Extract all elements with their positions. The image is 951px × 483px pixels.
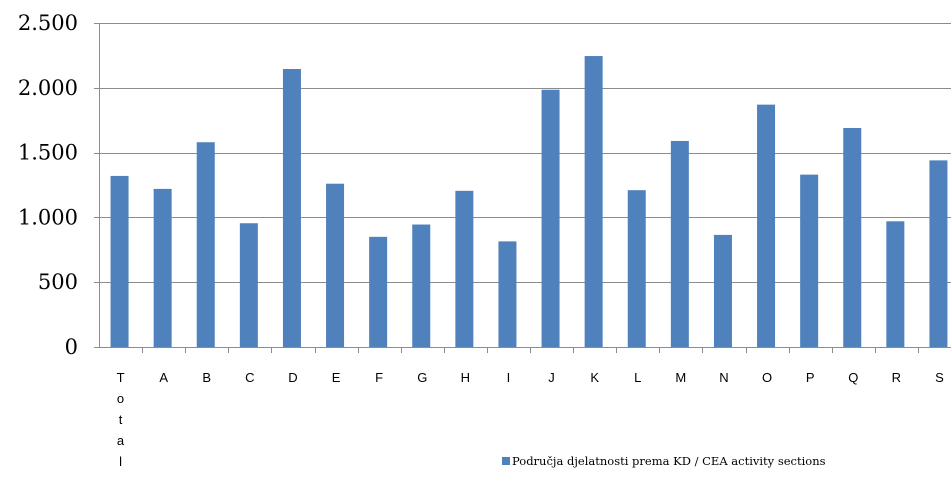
legend-label: Područja djelatnosti prema KD / CEA acti… [512, 454, 826, 468]
x-tick-label: I [507, 370, 511, 385]
bar-k [584, 56, 603, 347]
bar-m [670, 140, 689, 347]
y-tick-label: 1.500 [18, 141, 78, 165]
x-tick-label: M [675, 370, 686, 385]
x-tick-label: K [590, 370, 599, 385]
x-tick-label: J [548, 370, 555, 385]
bar-b [196, 142, 215, 347]
x-tick-label: F [375, 370, 383, 385]
x-tick-label: L [634, 370, 641, 385]
x-tick-label: R [892, 370, 901, 385]
bar-a [153, 188, 172, 347]
bar-c [239, 223, 258, 347]
x-tick-label: D [288, 370, 297, 385]
gridlines [99, 23, 951, 283]
x-tick-label: N [719, 370, 728, 385]
x-tick-label: A [159, 370, 168, 385]
x-tick-label: B [202, 370, 211, 385]
x-tick-label: E [332, 370, 341, 385]
y-tick-label: 0 [65, 335, 78, 359]
y-tick-label: 2.500 [18, 11, 78, 35]
bar-e [326, 183, 345, 347]
x-tick-label: Q [848, 370, 858, 385]
legend: Područja djelatnosti prema KD / CEA acti… [502, 454, 826, 468]
bar-r [886, 221, 905, 347]
y-axis: 0 500 1.000 1.500 2.000 2.500 [18, 11, 100, 359]
bar-p [800, 174, 819, 347]
bar-n [713, 234, 732, 347]
bars [110, 56, 948, 348]
y-tick-label: 500 [38, 270, 78, 294]
bar-j [541, 89, 560, 347]
legend-swatch [502, 457, 510, 465]
bar-l [627, 190, 646, 347]
x-tick-label: S [935, 370, 944, 385]
x-tick-label: H [461, 370, 470, 385]
x-tick-label: O [762, 370, 772, 385]
bar-total [110, 175, 129, 347]
bar-h [455, 190, 474, 347]
y-tick-label: 2.000 [18, 76, 78, 100]
bar-f [369, 236, 388, 347]
x-tick-label: G [417, 370, 427, 385]
bar-s [929, 160, 948, 347]
bar-d [282, 69, 301, 348]
bar-i [498, 241, 517, 347]
x-tick-label: P [806, 370, 815, 385]
x-tick-label: C [245, 370, 254, 385]
bar-g [412, 224, 431, 347]
bar-o [757, 104, 776, 347]
y-tick-label: 1.000 [18, 205, 78, 229]
bar-q [843, 127, 862, 347]
